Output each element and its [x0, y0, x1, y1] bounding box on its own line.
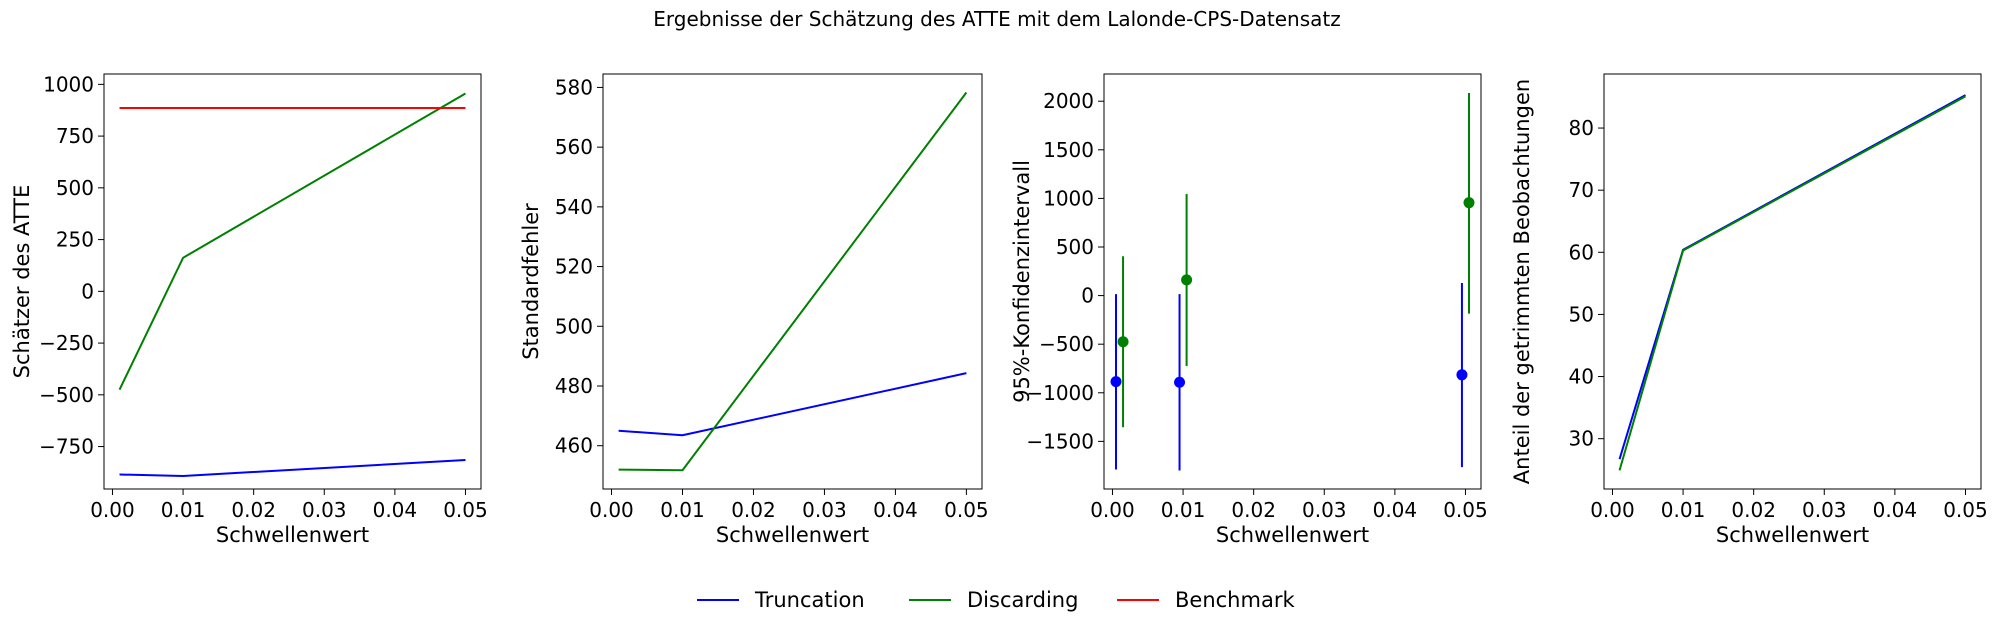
- x-tick-label: 0.00: [589, 498, 634, 522]
- plot-frame: [1603, 73, 1982, 490]
- legend-item-truncation: Truncation: [697, 588, 865, 612]
- y-axis-label: 95%-Konfidenzintervall: [1010, 160, 1034, 403]
- y-tick-label: 0: [81, 279, 94, 303]
- y-axis-label: Anteil der getrimmten Beobachtungen: [1510, 79, 1534, 484]
- x-tick-label: 0.00: [1590, 498, 1635, 522]
- x-tick-label: 0.03: [1302, 498, 1347, 522]
- x-tick-label: 0.04: [1373, 498, 1418, 522]
- x-axis-label: Schwellenwert: [216, 523, 369, 547]
- y-tick-label: 2000: [1043, 89, 1094, 113]
- x-tick-label: 0.01: [161, 498, 206, 522]
- discarding-line: [618, 91, 968, 472]
- x-tick-label: 0.02: [1731, 498, 1776, 522]
- x-tick-label: 0.05: [1443, 498, 1488, 522]
- y-tick-label: −250: [39, 331, 94, 355]
- truncation-point: [1174, 376, 1186, 388]
- y-tick-label: 750: [56, 124, 94, 148]
- y-tick-label: 1000: [43, 72, 94, 96]
- y-tick-label: 480: [555, 374, 593, 398]
- x-axis-label: Schwellenwert: [1716, 523, 1869, 547]
- y-tick-label: 50: [1569, 302, 1594, 326]
- y-tick-label: 500: [555, 314, 593, 338]
- truncation-line: [618, 372, 967, 437]
- truncation-point: [1110, 376, 1122, 388]
- x-tick-label: 0.03: [1802, 498, 1847, 522]
- x-tick-label: 0.04: [1873, 498, 1918, 522]
- x-tick-label: 0.05: [443, 498, 488, 522]
- y-tick-label: 60: [1569, 240, 1594, 264]
- x-tick-label: 0.00: [1090, 498, 1135, 522]
- y-tick-label: 500: [56, 176, 94, 200]
- x-tick-label: 0.01: [660, 498, 705, 522]
- subplot-2: 0.00 0.01 0.02 0.03 0.04 0.05 460 480 500 520 540 5…: [519, 73, 989, 547]
- y-tick-label: 520: [555, 255, 593, 279]
- x-tick-label: 0.05: [944, 498, 989, 522]
- discarding-line: [1618, 95, 1966, 471]
- y-tick-label: 580: [555, 75, 593, 99]
- subplot-4: 0.00 0.01 0.02 0.03 0.04 0.05 30 40 50 60 70 80 Schw…: [1510, 73, 1988, 547]
- y-tick-label: 70: [1569, 178, 1594, 202]
- x-tick-label: 0.03: [802, 498, 847, 522]
- x-tick-label: 0.03: [302, 498, 347, 522]
- x-axis-label: Schwellenwert: [716, 523, 869, 547]
- figure-title: Ergebnisse der Schätzung des ATTE mit de…: [653, 7, 1340, 31]
- y-axis-label: Schätzer des ATTE: [10, 185, 34, 379]
- legend-label: Discarding: [967, 588, 1078, 612]
- x-tick-label: 0.02: [731, 498, 776, 522]
- plot-frame: [602, 73, 983, 490]
- subplot-1: 0.00 0.01 0.02 0.03 0.04 0.05 −750 −500 −250 0 250…: [10, 72, 488, 547]
- y-tick-label: 80: [1569, 116, 1594, 140]
- y-tick-label: −1500: [1026, 429, 1094, 453]
- x-tick-label: 0.01: [1161, 498, 1206, 522]
- y-tick-label: −750: [39, 435, 94, 459]
- discarding-point: [1117, 336, 1129, 348]
- legend-label: Benchmark: [1175, 588, 1295, 612]
- y-tick-label: 250: [56, 228, 94, 252]
- y-tick-label: 30: [1569, 427, 1594, 451]
- subplots: 0.00 0.01 0.02 0.03 0.04 0.05 −750 −500 −250 0 250…: [10, 72, 1988, 547]
- x-tick-label: 0.04: [373, 498, 418, 522]
- x-tick-label: 0.01: [1661, 498, 1706, 522]
- y-tick-label: 540: [555, 195, 593, 219]
- x-axis-label: Schwellenwert: [1216, 523, 1369, 547]
- legend-label: Truncation: [754, 588, 865, 612]
- discarding-point: [1181, 274, 1193, 286]
- y-tick-label: 560: [555, 135, 593, 159]
- y-tick-label: −1000: [1026, 381, 1094, 405]
- x-tick-label: 0.00: [90, 498, 135, 522]
- x-tick-label: 0.05: [1943, 498, 1988, 522]
- plot-frame: [1103, 73, 1482, 490]
- y-tick-label: −500: [39, 383, 94, 407]
- plot-frame: [103, 73, 482, 490]
- x-tick-label: 0.02: [231, 498, 276, 522]
- legend-item-benchmark: Benchmark: [1117, 588, 1295, 612]
- y-tick-label: 40: [1569, 365, 1594, 389]
- truncation-point: [1456, 369, 1468, 381]
- subplot-3: 0.00 0.01 0.02 0.03 0.04 0.05 −1500 −1000 −500 0 5…: [1010, 73, 1488, 547]
- y-axis-label: Standardfehler: [519, 203, 543, 360]
- x-tick-label: 0.02: [1231, 498, 1276, 522]
- y-tick-label: 1000: [1043, 186, 1094, 210]
- discarding-line: [118, 92, 466, 391]
- y-tick-label: −500: [1039, 332, 1094, 356]
- y-tick-label: 500: [1056, 235, 1094, 259]
- y-tick-label: 1500: [1043, 138, 1094, 162]
- discarding-point: [1463, 197, 1475, 209]
- legend-item-discarding: Discarding: [909, 588, 1078, 612]
- y-tick-label: 460: [555, 434, 593, 458]
- x-tick-label: 0.04: [873, 498, 918, 522]
- legend: Truncation Discarding Benchmark: [697, 588, 1295, 612]
- truncation-line: [119, 459, 466, 477]
- truncation-line: [1618, 94, 1966, 460]
- y-tick-label: 0: [1081, 284, 1094, 308]
